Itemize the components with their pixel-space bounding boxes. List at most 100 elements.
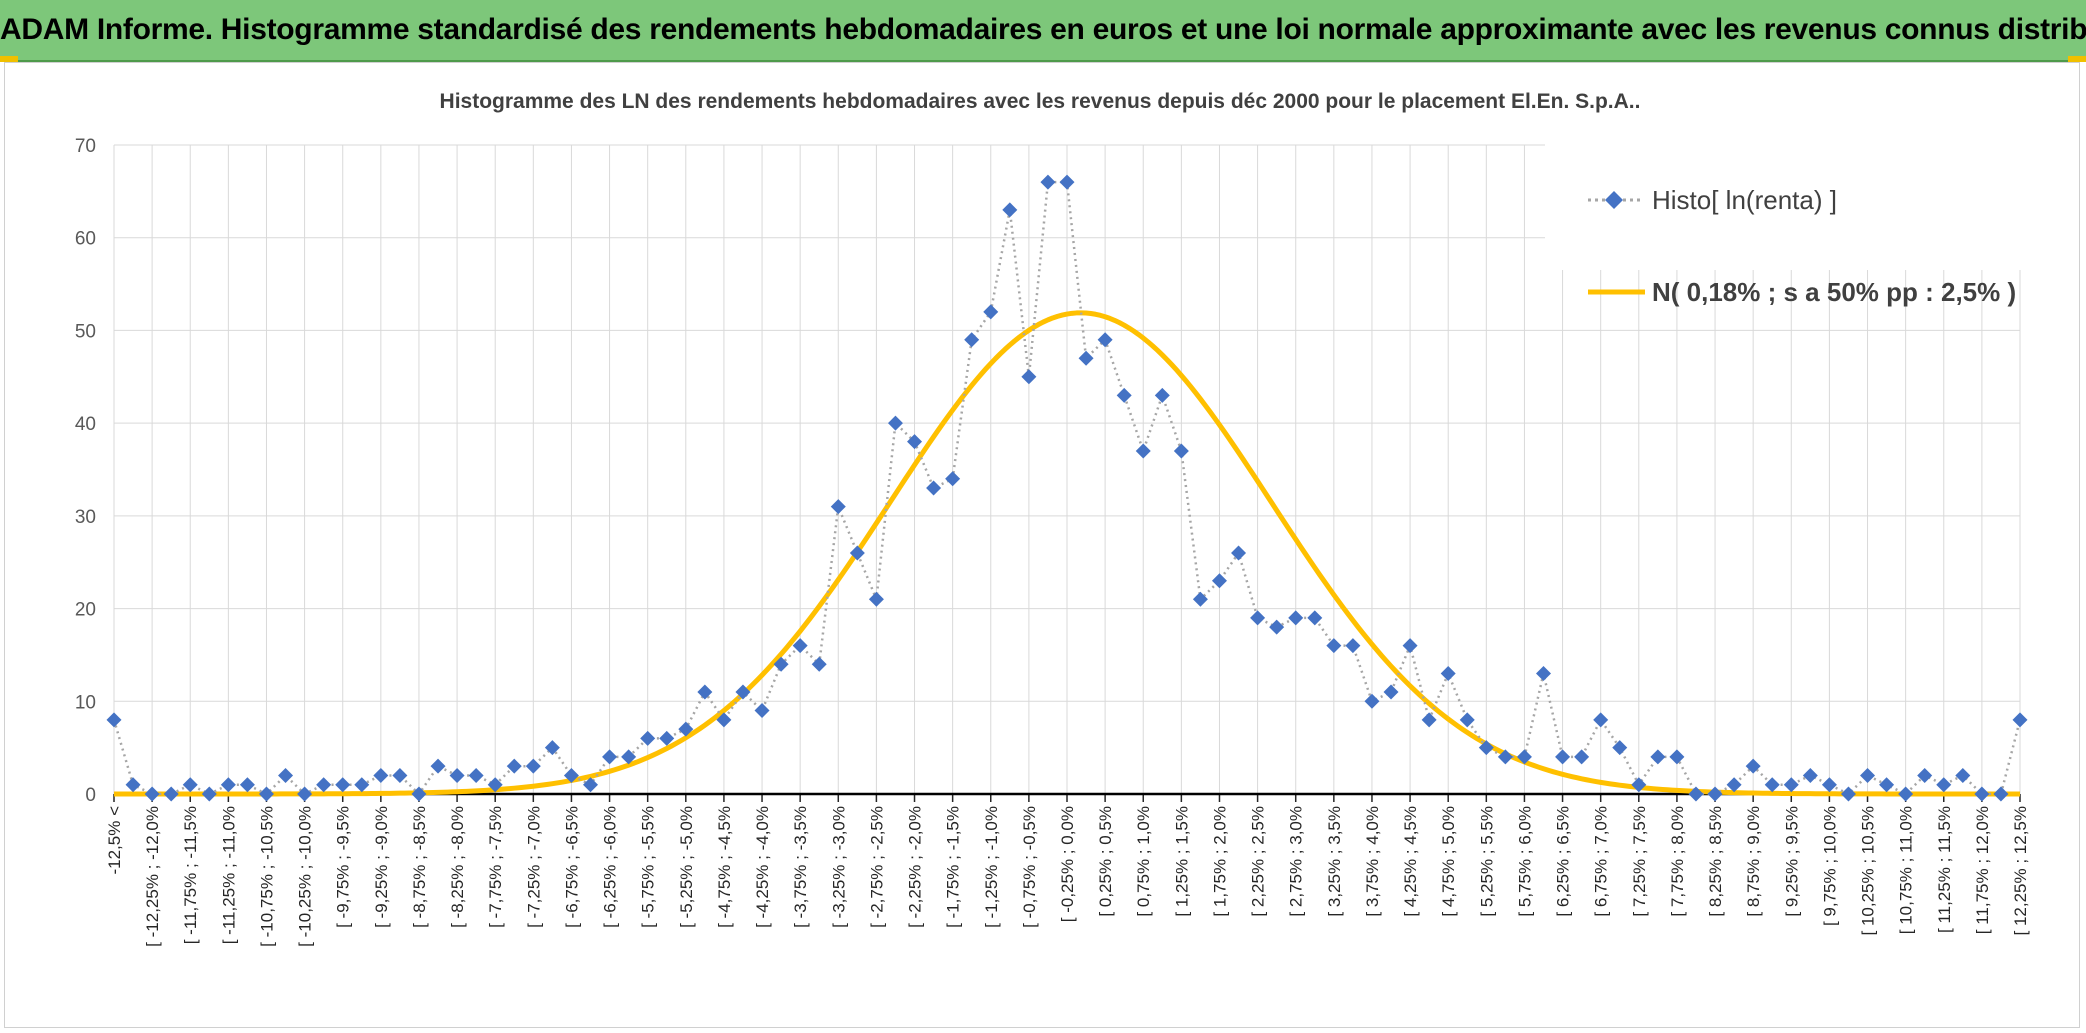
x-tick-label: [ -9,75% ; -9,5% xyxy=(334,806,353,928)
histogram-point xyxy=(411,786,427,802)
series-histogram xyxy=(106,174,2028,802)
histogram-point xyxy=(354,777,370,793)
gridlines xyxy=(113,144,2021,794)
x-tick-label: [ 4,75% ; 5,0% xyxy=(1439,806,1458,917)
histogram-point xyxy=(106,712,122,728)
histogram-point xyxy=(1574,749,1590,765)
y-tick-label: 20 xyxy=(75,600,96,621)
histogram-point xyxy=(258,786,274,802)
histogram-point xyxy=(1173,443,1189,459)
chart-frame xyxy=(4,62,2080,1028)
histogram-point xyxy=(1231,545,1247,561)
histogram-point xyxy=(1059,174,1075,190)
legend-background xyxy=(1545,120,2025,270)
x-tick-label: [ 4,25% ; 4,5% xyxy=(1401,806,1420,917)
histogram-point xyxy=(907,434,923,450)
x-tick-label: [ 12,25% ; 12,5% xyxy=(2011,806,2030,935)
x-tick-label: [ 1,75% ; 2,0% xyxy=(1210,806,1229,917)
histogram-point xyxy=(1650,749,1666,765)
histogram-point xyxy=(1040,174,1056,190)
x-tick-label: [ -0,75% ; -0,5% xyxy=(1020,806,1039,928)
x-tick-label: [ 0,75% ; 1,0% xyxy=(1134,806,1153,917)
x-tick-label: [ -12,25% ; -12,0% xyxy=(143,806,162,947)
y-tick-label: 10 xyxy=(75,692,96,713)
histogram-point xyxy=(811,656,827,672)
histogram-point xyxy=(602,749,618,765)
histogram-point xyxy=(1955,767,1971,783)
histogram-point xyxy=(735,684,751,700)
x-tick-label: [ -3,75% ; -3,5% xyxy=(791,806,810,928)
x-tick-label: [ 1,25% ; 1,5% xyxy=(1172,806,1191,917)
histogram-point xyxy=(640,730,656,746)
x-tick-label: [ -6,25% ; -6,0% xyxy=(601,806,620,928)
histogram-point xyxy=(773,656,789,672)
histogram-point xyxy=(525,758,541,774)
histogram-point xyxy=(392,767,408,783)
report-title: ADAM Informe. Histogramme standardisé de… xyxy=(0,13,2086,46)
y-tick-label: 40 xyxy=(75,414,96,435)
histogram-point xyxy=(1879,777,1895,793)
x-tick-label: [ 3,25% ; 3,5% xyxy=(1325,806,1344,917)
histogram-point xyxy=(792,638,808,654)
legend-histo-label: Histo[ ln(renta) ] xyxy=(1652,185,1837,215)
x-tick-label: [ -5,25% ; -5,0% xyxy=(677,806,696,928)
histogram-point xyxy=(868,591,884,607)
histogram-point xyxy=(926,480,942,496)
histogram-point xyxy=(563,767,579,783)
histogram-point xyxy=(621,749,637,765)
normal-curve-line xyxy=(114,310,2020,797)
histogram-point xyxy=(220,777,236,793)
x-tick-label: [ -1,25% ; -1,0% xyxy=(982,806,1001,928)
histogram-point xyxy=(1802,767,1818,783)
x-tick-label: [ 10,25% ; 10,5% xyxy=(1859,806,1878,935)
x-tick-label: [ -10,75% ; -10,5% xyxy=(257,806,276,947)
x-tick-label: [ 2,25% ; 2,5% xyxy=(1249,806,1268,917)
x-tick-label: [ 2,75% ; 3,0% xyxy=(1287,806,1306,917)
corner-mark-right xyxy=(2068,56,2086,62)
histogram-point xyxy=(335,777,351,793)
histogram-point xyxy=(1497,749,1513,765)
x-tick-label: [ 7,25% ; 7,5% xyxy=(1630,806,1649,917)
y-tick-label: 60 xyxy=(75,229,96,250)
x-tick-label: -12,5% < xyxy=(105,806,124,875)
histogram-point xyxy=(1917,767,1933,783)
x-tick-label: [ 5,25% ; 5,5% xyxy=(1477,806,1496,917)
x-tick-label: [ 7,75% ; 8,0% xyxy=(1668,806,1687,917)
x-tick-label: [ 11,25% ; 11,5% xyxy=(1935,806,1954,933)
histogram-point xyxy=(1269,619,1285,635)
histogram-point xyxy=(430,758,446,774)
x-tick-label: [ -5,75% ; -5,5% xyxy=(639,806,658,928)
x-tick-label: [ -0,25% ; 0,0% xyxy=(1058,806,1077,922)
histogram-point xyxy=(1726,777,1742,793)
histogram-point xyxy=(1840,786,1856,802)
histogram-point xyxy=(1631,777,1647,793)
x-tick-label: [ -3,25% ; -3,0% xyxy=(829,806,848,928)
x-tick-label: [ -2,75% ; -2,5% xyxy=(867,806,886,928)
histogram-point xyxy=(1288,610,1304,626)
histogram-point xyxy=(468,767,484,783)
histogram-point xyxy=(201,786,217,802)
histogram-point xyxy=(1364,693,1380,709)
histogram-point xyxy=(887,415,903,431)
histogram-point xyxy=(1707,786,1723,802)
histogram-point xyxy=(1821,777,1837,793)
histogram-point xyxy=(1745,758,1761,774)
histogram-point xyxy=(125,777,141,793)
histogram-chart: Histogramme des LN des rendements hebdom… xyxy=(75,90,2030,947)
x-tick-label: [ 9,25% ; 9,5% xyxy=(1782,806,1801,917)
corner-mark-left xyxy=(0,56,18,62)
histogram-point xyxy=(1898,786,1914,802)
histogram-point xyxy=(1116,387,1132,403)
histogram-point xyxy=(1612,740,1628,756)
histogram-point xyxy=(239,777,255,793)
x-tick-label: [ -7,75% ; -7,5% xyxy=(486,806,505,928)
y-axis: 0 10 20 30 40 50 60 70 xyxy=(75,136,96,806)
histogram-point xyxy=(1307,610,1323,626)
histogram-point xyxy=(1078,350,1094,366)
y-tick-label: 0 xyxy=(85,785,96,806)
histogram-point xyxy=(1097,332,1113,348)
histogram-point xyxy=(754,703,770,719)
histogram-point xyxy=(697,684,713,700)
histogram-point xyxy=(163,786,179,802)
histogram-point xyxy=(1021,369,1037,385)
